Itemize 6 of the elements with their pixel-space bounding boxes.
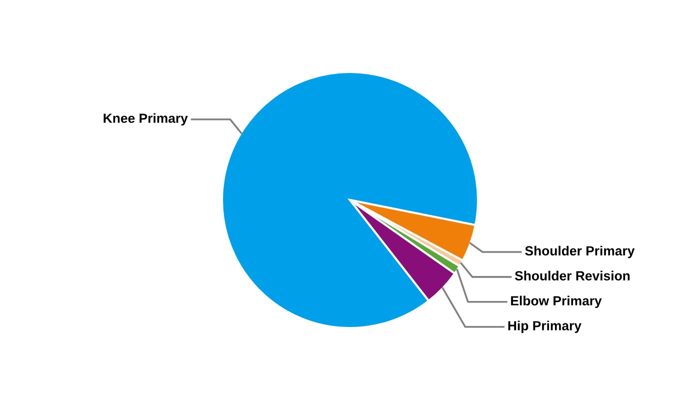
pie-slice	[220, 70, 480, 330]
slice-label: Shoulder Primary	[525, 246, 635, 258]
slice-label: Knee Primary	[104, 113, 188, 126]
slice-label: Hip Primary	[508, 320, 582, 334]
slice-label: Elbow Primary	[511, 296, 602, 308]
slice-label: Shoulder Revision	[514, 270, 630, 280]
